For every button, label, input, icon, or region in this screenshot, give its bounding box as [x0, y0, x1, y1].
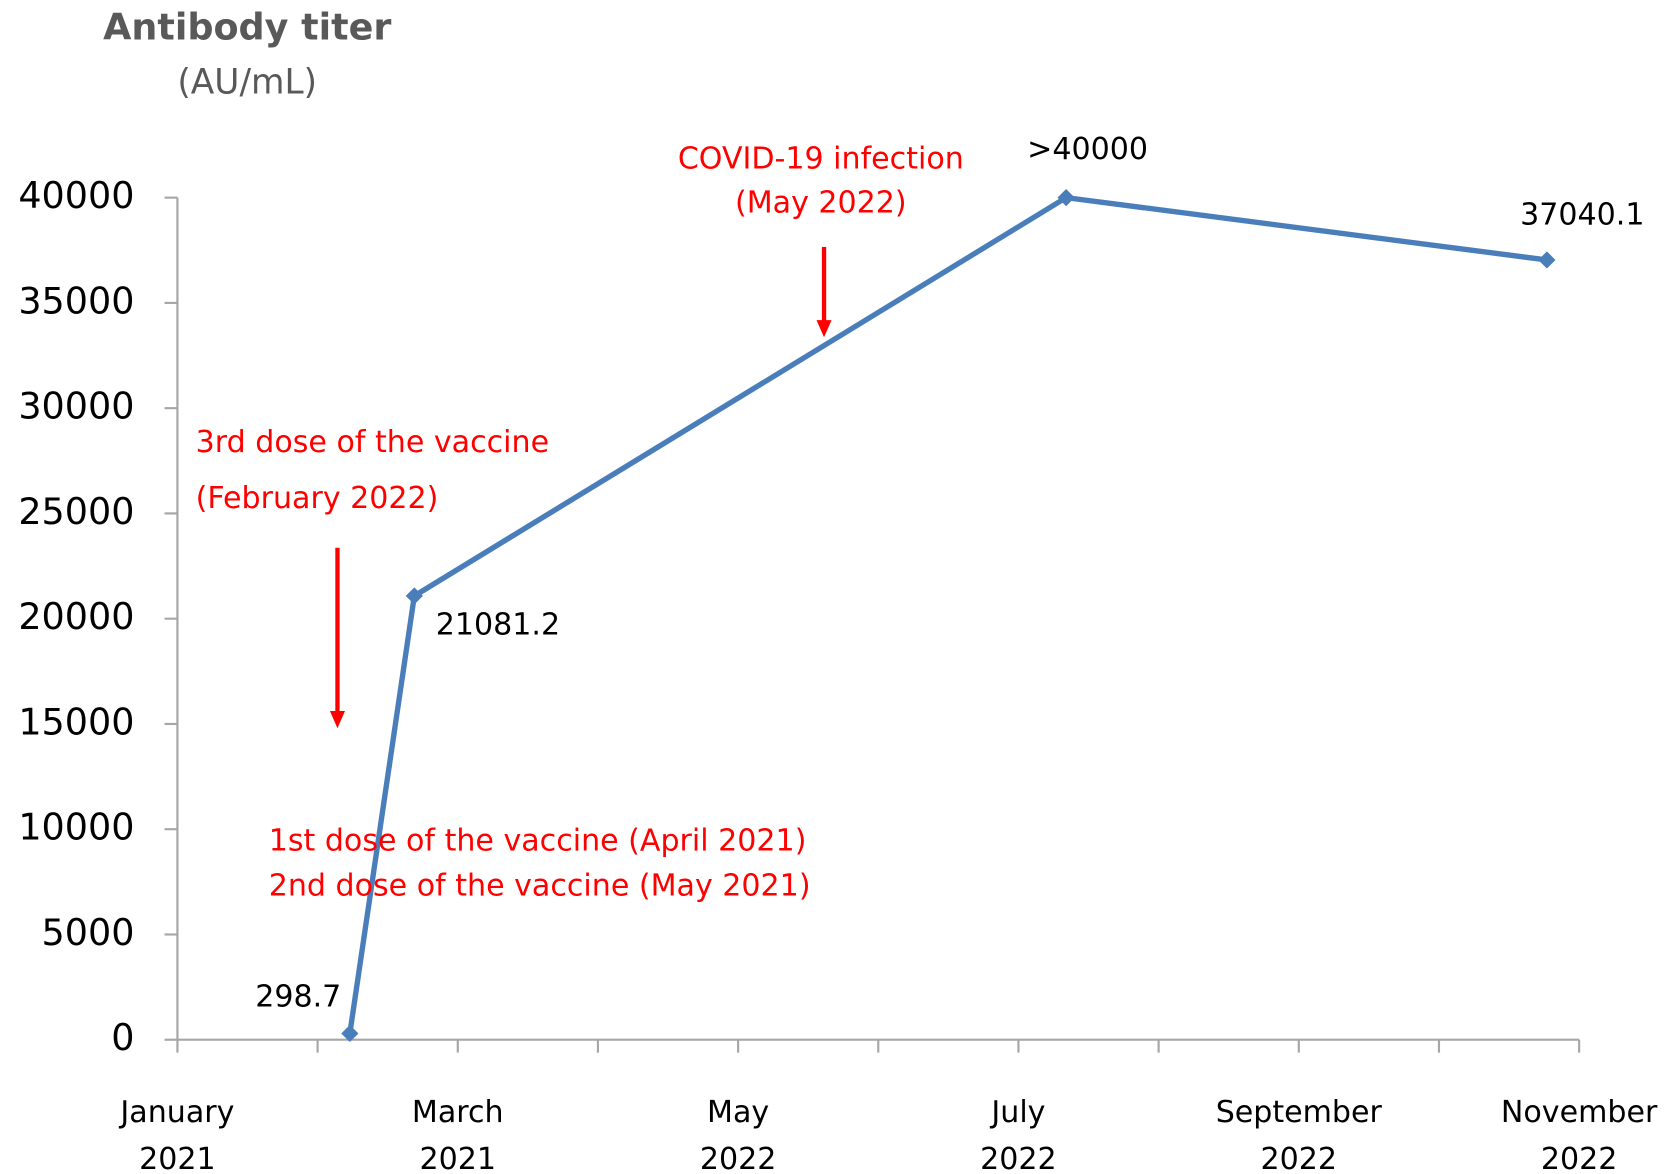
marker — [1538, 251, 1556, 269]
data-label: 298.7 — [255, 980, 341, 1015]
y-tick-label: 0 — [111, 1016, 134, 1059]
marker — [405, 587, 423, 605]
line — [347, 194, 1548, 1034]
x-tick-label: March 2021 — [412, 1094, 504, 1174]
y-axis-label: (AU/mL) — [177, 62, 317, 102]
y-tick-label: 15000 — [18, 700, 134, 743]
arrow-head — [816, 320, 832, 338]
arrows — [329, 247, 832, 729]
annotation: (May 2022) — [735, 186, 907, 221]
data-label: 37040.1 — [1520, 197, 1644, 232]
annotation: 2nd dose of the vaccine (May 2021) — [269, 869, 811, 904]
y-tick-label: 35000 — [18, 279, 134, 322]
y-tick-label: 30000 — [18, 385, 134, 428]
y-tick-label: 40000 — [18, 174, 134, 217]
annotation: 1st dose of the vaccine (April 2021) — [269, 824, 807, 859]
annotation: 3rd dose of the vaccine — [196, 425, 549, 460]
chart-title: Antibody titer — [103, 6, 391, 49]
y-tick-label: 10000 — [18, 806, 134, 849]
data-label: >40000 — [1027, 132, 1148, 167]
annotation: COVID-19 infection — [678, 142, 964, 177]
x-tick-label: January 2021 — [118, 1094, 234, 1174]
data-label: 21081.2 — [436, 607, 560, 642]
arrow-head — [329, 711, 345, 729]
y-tick-label: 25000 — [18, 490, 134, 533]
x-tick-label: November 2022 — [1501, 1094, 1658, 1174]
annotation: (February 2022) — [196, 481, 439, 516]
x-tick-label: September 2022 — [1216, 1094, 1383, 1174]
x-tick-label: May 2022 — [700, 1094, 777, 1174]
y-tick-label: 5000 — [42, 911, 135, 954]
y-tick-label: 20000 — [18, 595, 134, 638]
x-tick-label: July 2022 — [980, 1094, 1057, 1174]
